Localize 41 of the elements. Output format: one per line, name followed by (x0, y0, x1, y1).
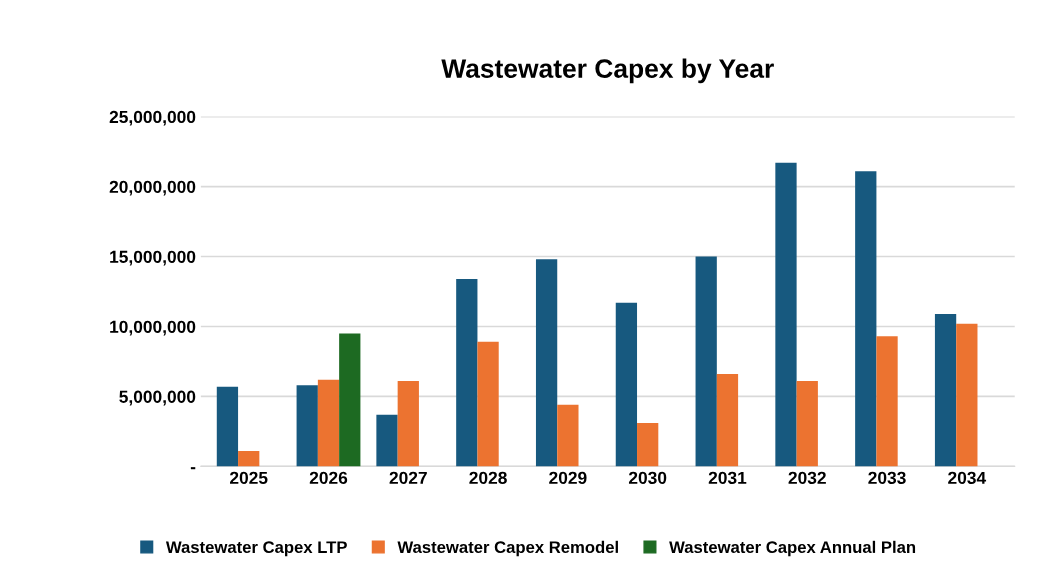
y-tick-label: - (190, 467, 196, 470)
bar (477, 341, 499, 467)
y-tick-label: 20,000,000 (109, 180, 196, 196)
x-tick-label: 2027 (389, 471, 427, 485)
bar (296, 385, 318, 467)
bar (855, 171, 877, 467)
bar (615, 302, 638, 467)
bar (535, 259, 558, 467)
x-tick-label: 2025 (230, 471, 268, 485)
y-tick-label: 5,000,000 (119, 390, 196, 406)
bar (456, 278, 478, 467)
x-tick-label: 2033 (868, 471, 906, 485)
bar (695, 256, 717, 467)
bar (557, 404, 579, 467)
chart-title: Wastewater Capex by Year (441, 58, 774, 84)
legend-label: Wastewater Capex LTP (165, 541, 347, 557)
y-tick-label: 25,000,000 (109, 110, 196, 126)
bar (397, 381, 419, 467)
bar (339, 333, 361, 467)
y-tick-label: 10,000,000 (110, 320, 196, 336)
legend-label: Wastewater Capex Remodel (397, 540, 618, 557)
bar (216, 386, 239, 467)
x-tick-label: 2031 (708, 471, 747, 485)
x-tick-label: 2028 (469, 471, 507, 485)
bar (934, 313, 957, 467)
x-tick-label: 2026 (309, 471, 348, 485)
y-tick-label: 15,000,000 (110, 250, 196, 266)
x-tick-label: 2030 (628, 471, 667, 485)
x-tick-label: 2034 (948, 471, 987, 485)
bar (796, 381, 818, 467)
bar (317, 379, 340, 467)
x-tick-label: 2032 (788, 471, 826, 485)
x-tick-label: 2029 (549, 471, 587, 485)
bar (775, 162, 797, 467)
bar (716, 374, 739, 467)
legend-label: Wastewater Capex Annual Plan (669, 540, 916, 557)
bar (876, 336, 898, 467)
bar (238, 451, 260, 467)
bar (956, 323, 978, 467)
bar (637, 423, 659, 467)
bar (376, 414, 398, 467)
